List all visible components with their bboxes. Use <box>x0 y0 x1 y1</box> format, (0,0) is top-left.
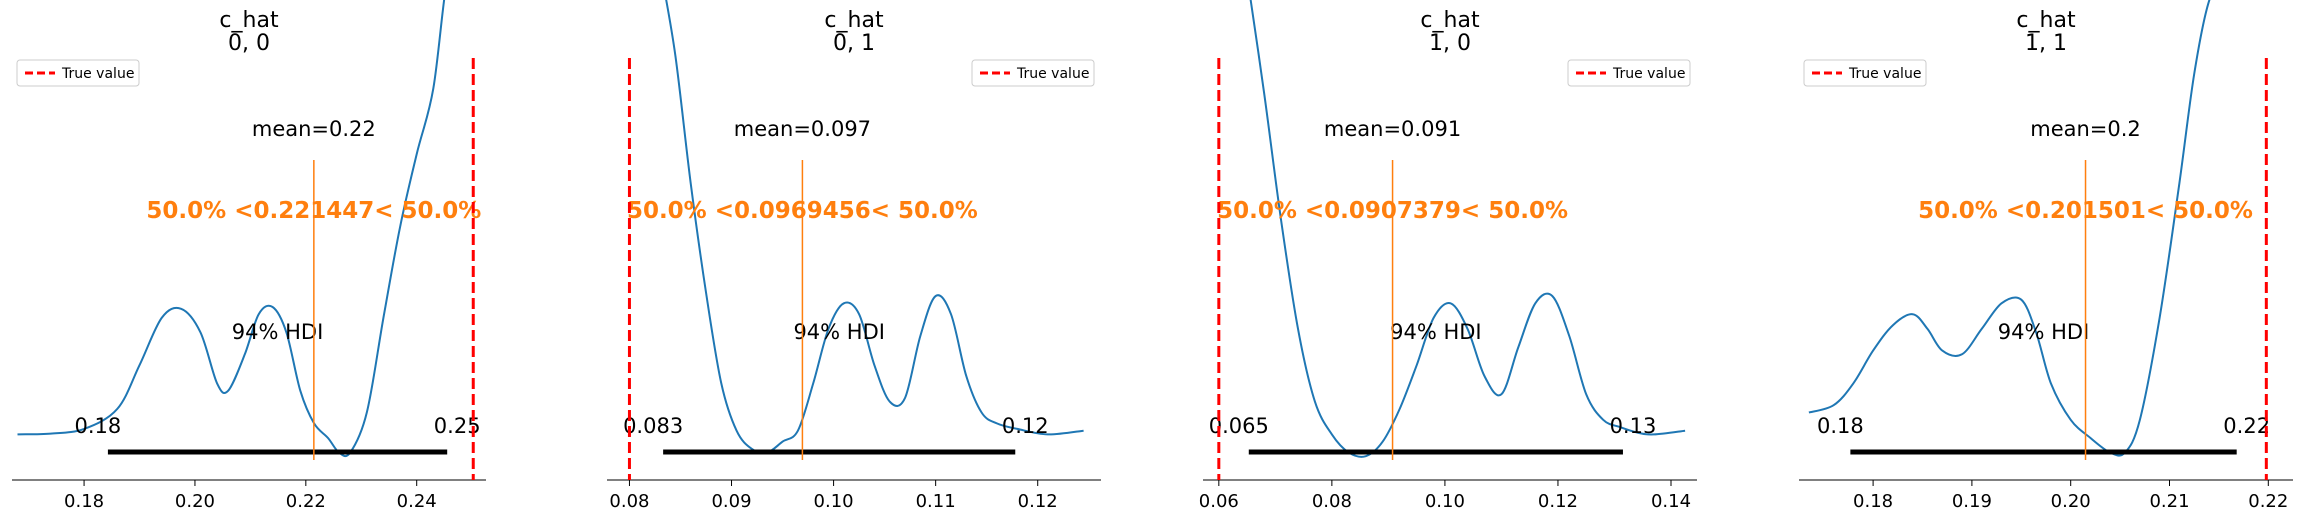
hdi-low-label: 0.18 <box>1817 414 1864 438</box>
x-tick-label: 0.22 <box>2248 491 2288 512</box>
hdi-high-label: 0.13 <box>1610 414 1657 438</box>
hdi-high-label: 0.12 <box>1002 414 1049 438</box>
x-tick-label: 0.10 <box>814 491 854 512</box>
mean-label: mean=0.22 <box>252 117 376 141</box>
kde-curve <box>665 0 1084 455</box>
mean-label: mean=0.091 <box>1324 117 1461 141</box>
legend-label: True value <box>1612 66 1685 82</box>
panel-title: c_hat <box>824 8 884 33</box>
panel-title: c_hat <box>219 8 279 33</box>
point-estimate-label: 50.0% <0.0907379< 50.0% <box>1217 198 1568 224</box>
point-estimate-label: 50.0% <0.201501< 50.0% <box>1918 198 2253 224</box>
legend: True value <box>1803 59 1927 87</box>
legend: True value <box>971 59 1095 87</box>
panel-title: c_hat <box>2016 8 2076 33</box>
x-tick-label: 0.11 <box>916 491 956 512</box>
hdi-high-label: 0.22 <box>2223 414 2270 438</box>
x-tick-label: 0.18 <box>64 491 104 512</box>
x-tick-label: 0.24 <box>397 491 437 512</box>
panel-title: c_hat <box>1420 8 1480 33</box>
legend-label: True value <box>61 66 134 82</box>
x-tick-label: 0.06 <box>1199 491 1239 512</box>
x-tick-label: 0.08 <box>609 491 649 512</box>
legend-label: True value <box>1016 66 1089 82</box>
x-tick-label: 0.21 <box>2149 491 2189 512</box>
hdi-label: 94% HDI <box>1998 320 2090 344</box>
mean-label: mean=0.097 <box>734 117 871 141</box>
hdi-low-label: 0.18 <box>75 414 122 438</box>
legend: True value <box>16 59 140 87</box>
hdi-label: 94% HDI <box>1390 320 1482 344</box>
x-tick-label: 0.20 <box>2051 491 2091 512</box>
legend-box <box>1567 59 1691 87</box>
hdi-label: 94% HDI <box>793 320 885 344</box>
panel-subtitle: 0, 0 <box>228 31 270 56</box>
x-tick-label: 0.19 <box>1952 491 1992 512</box>
x-tick-label: 0.09 <box>711 491 751 512</box>
panel-subtitle: 1, 1 <box>2025 31 2067 56</box>
x-tick-label: 0.10 <box>1425 491 1465 512</box>
legend-box <box>1803 59 1927 87</box>
legend-box <box>16 59 140 87</box>
legend-box <box>971 59 1095 87</box>
kde-curve <box>1249 0 1686 458</box>
x-tick-label: 0.22 <box>286 491 326 512</box>
hdi-low-label: 0.083 <box>623 414 683 438</box>
x-tick-label: 0.12 <box>1018 491 1058 512</box>
point-estimate-label: 50.0% <0.221447< 50.0% <box>146 198 481 224</box>
mean-label: mean=0.2 <box>2030 117 2141 141</box>
x-tick-label: 0.12 <box>1538 491 1578 512</box>
hdi-label: 94% HDI <box>232 320 324 344</box>
kde-curve <box>1808 0 2211 457</box>
point-estimate-label: 50.0% <0.0969456< 50.0% <box>627 198 978 224</box>
x-tick-label: 0.18 <box>1853 491 1893 512</box>
x-tick-label: 0.20 <box>175 491 215 512</box>
kde-curve <box>17 0 446 458</box>
x-tick-label: 0.08 <box>1312 491 1352 512</box>
x-tick-label: 0.14 <box>1651 491 1691 512</box>
panel-subtitle: 1, 0 <box>1429 31 1471 56</box>
legend-label: True value <box>1848 66 1921 82</box>
legend: True value <box>1567 59 1691 87</box>
panel-subtitle: 0, 1 <box>833 31 875 56</box>
